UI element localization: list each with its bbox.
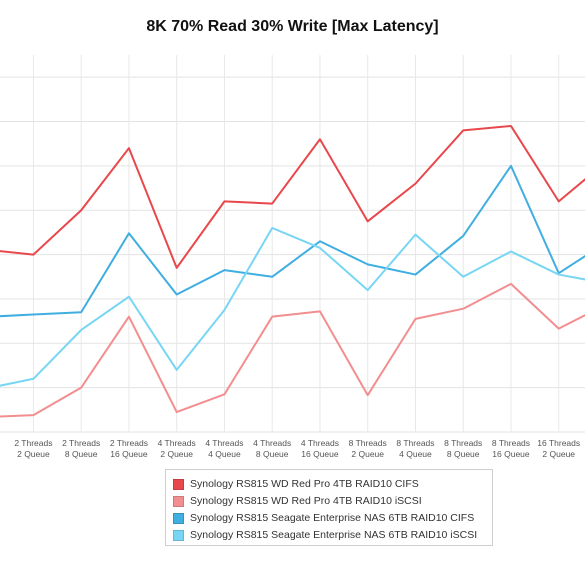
series-line-3 [0, 164, 585, 318]
series-line-4 [0, 226, 585, 387]
x-tick-label: 2 Threads 2 Queue [14, 438, 52, 459]
legend-item: Synology RS815 WD Red Pro 4TB RAID10 CIF… [173, 477, 419, 491]
x-tick-label: 2 Threads 16 Queue [110, 438, 148, 459]
x-tick-label: 4 Threads 4 Queue [205, 438, 243, 459]
legend-swatch [173, 529, 184, 541]
chart-title: 8K 70% Read 30% Write [Max Latency] [146, 18, 439, 35]
legend-label: Synology RS815 Seagate Enterprise NAS 6T… [190, 529, 478, 541]
legend-item: Synology RS815 Seagate Enterprise NAS 6T… [173, 528, 477, 542]
x-tick-label: 4 Threads 16 Queue [301, 438, 339, 459]
x-tick-label: 8 Threads 2 Queue [349, 438, 387, 459]
legend-label: Synology RS815 WD Red Pro 4TB RAID10 CIF… [190, 478, 419, 490]
series-line-2 [0, 282, 585, 418]
legend-swatch [173, 495, 184, 507]
x-tick-label: 16 Threads 2 Queue [537, 438, 580, 459]
x-tick-label: 8 Threads 16 Queue [492, 438, 530, 459]
x-tick-label: 4 Threads 2 Queue [158, 438, 196, 459]
legend-label: Synology RS815 Seagate Enterprise NAS 6T… [190, 512, 475, 524]
series-lines [0, 124, 585, 418]
grid [0, 55, 585, 433]
legend-label: Synology RS815 WD Red Pro 4TB RAID10 iSC… [190, 495, 422, 507]
x-tick-label: 8 Threads 4 Queue [396, 438, 434, 459]
legend-swatch [173, 478, 184, 490]
legend-item: Synology RS815 WD Red Pro 4TB RAID10 iSC… [173, 494, 422, 508]
legend: Synology RS815 WD Red Pro 4TB RAID10 CIF… [165, 469, 493, 546]
x-tick-label: 2 Threads 8 Queue [62, 438, 100, 459]
legend-item: Synology RS815 Seagate Enterprise NAS 6T… [173, 511, 474, 525]
x-tick-label: 8 Threads 8 Queue [444, 438, 482, 459]
legend-swatch [173, 512, 184, 524]
x-axis-tick-labels: 2 Threads 2 Queue 2 Threads 8 Queue 2 Thread… [14, 438, 580, 459]
series-line-1 [0, 124, 585, 269]
x-tick-label: 4 Threads 8 Queue [253, 438, 291, 459]
